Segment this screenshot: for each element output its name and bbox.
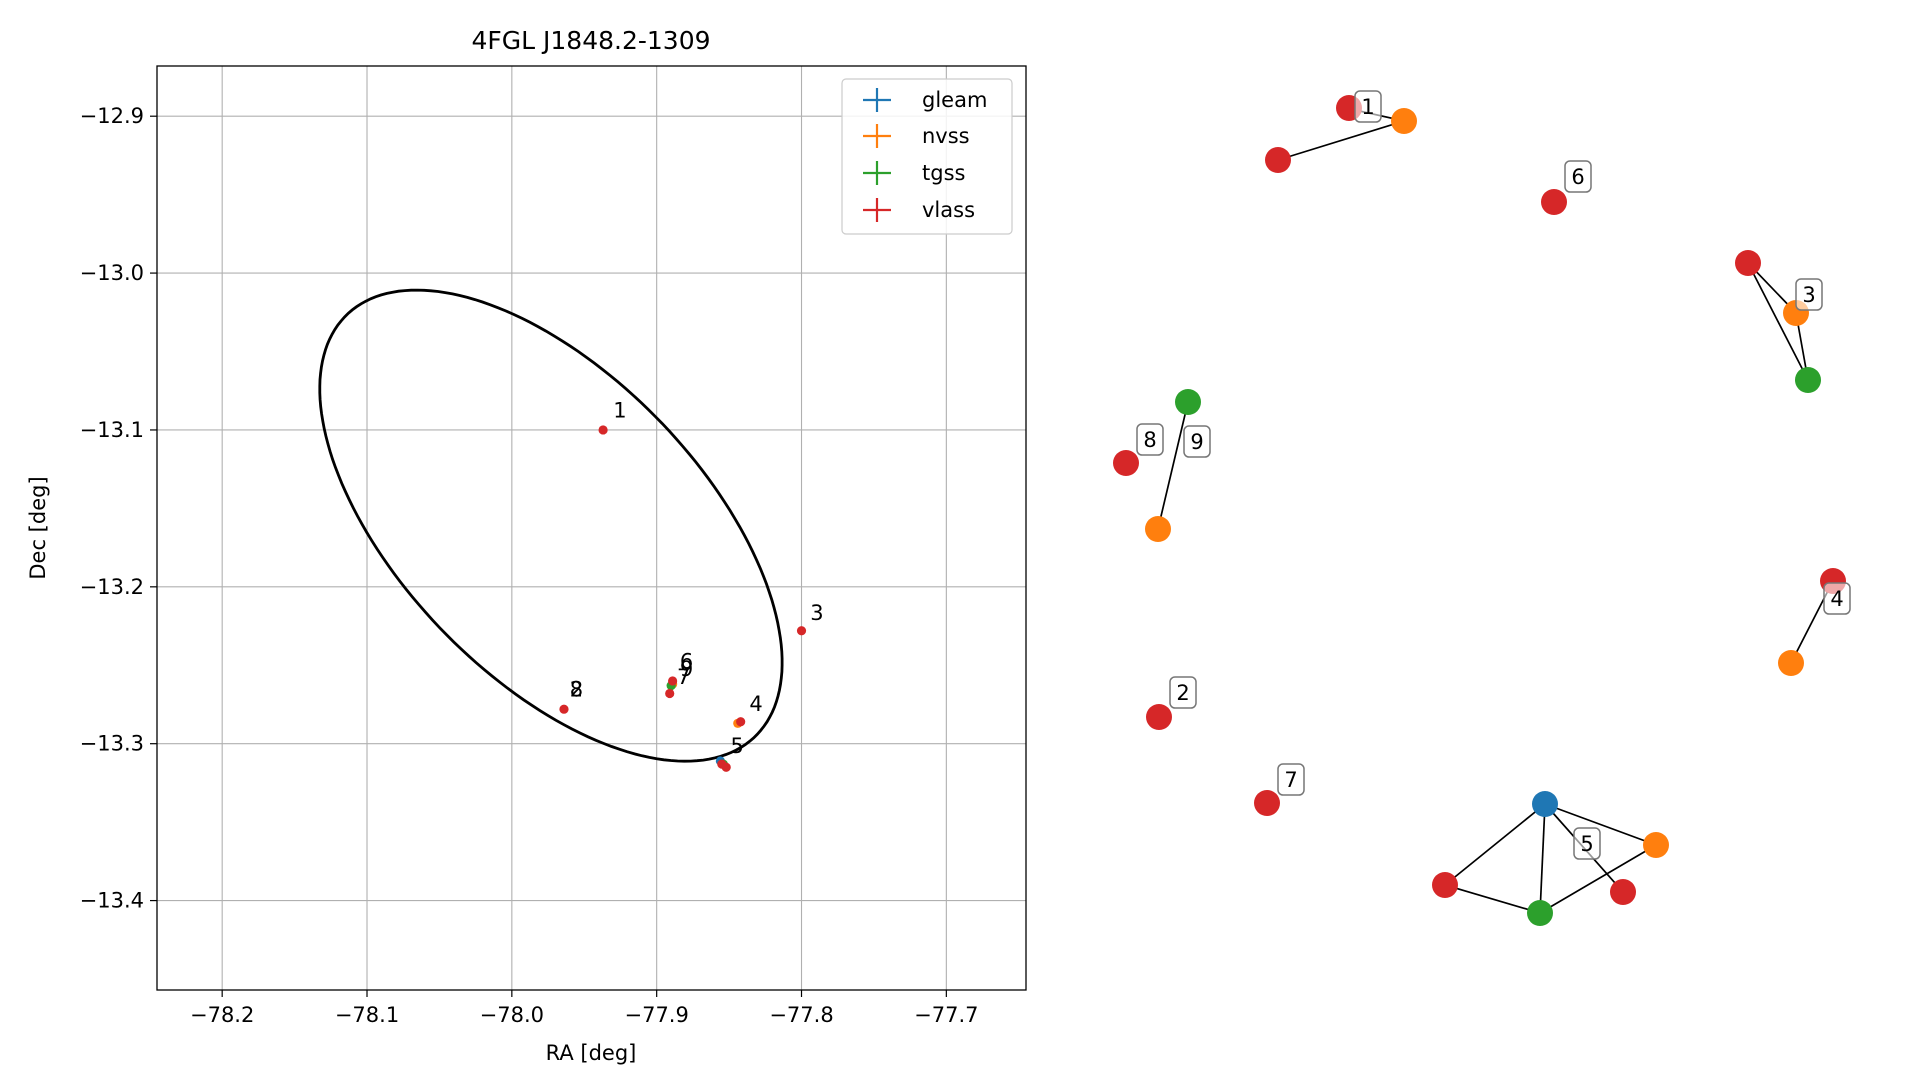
x-tick-label: −78.2	[190, 1003, 254, 1027]
y-tick-label: −13.1	[80, 418, 144, 442]
node-label-text: 7	[1284, 768, 1297, 792]
y-tick-label: −12.9	[80, 104, 144, 128]
x-tick-label: −77.8	[769, 1003, 833, 1027]
edge	[1444, 803, 1546, 886]
y-ticks: −12.9 −13.0 −13.1 −13.2 −13.3 −13.4	[80, 104, 157, 913]
node-label-7: 7	[1277, 763, 1305, 796]
grid	[157, 66, 1026, 990]
y-axis-label: Dec [deg]	[26, 476, 50, 579]
point-vlass	[668, 676, 678, 686]
legend-entry-vlass: vlass	[863, 198, 975, 222]
node-label-text: 1	[1361, 95, 1374, 119]
point-vlass	[796, 626, 807, 636]
legend-label-nvss: nvss	[922, 124, 970, 148]
legend: gleam nvss tgss vlass	[841, 78, 1013, 235]
point-label: 6	[680, 649, 693, 673]
ellipse-layer	[318, 288, 784, 763]
edge	[1539, 844, 1657, 914]
x-tick-label: −77.9	[624, 1003, 688, 1027]
node-nvss	[1391, 108, 1417, 134]
node-label-text: 4	[1830, 587, 1843, 611]
legend-entry-nvss: nvss	[863, 124, 970, 148]
node-vlass	[1432, 872, 1458, 898]
y-tick-label: −13.2	[80, 575, 144, 599]
x-ticks: −78.2 −78.1 −78.0 −77.9 −77.8 −77.7	[190, 990, 979, 1027]
legend-entry-gleam: gleam	[863, 88, 987, 112]
x-tick-label: −77.7	[914, 1003, 978, 1027]
node-gleam	[1532, 791, 1558, 817]
node-label-9: 9	[1183, 425, 1211, 458]
point-vlass	[598, 425, 608, 435]
edge	[1539, 803, 1546, 914]
legend-entry-tgss: tgss	[863, 161, 965, 185]
point-vlass	[665, 688, 675, 699]
y-tick-label: −13.3	[80, 732, 144, 756]
node-nvss	[1778, 650, 1804, 676]
node-tgss	[1175, 389, 1201, 415]
node-label-2: 2	[1169, 676, 1197, 709]
edge	[1747, 262, 1809, 381]
chart-title: 4FGL J1848.2-1309	[471, 26, 710, 55]
point-label: 3	[810, 601, 823, 625]
point-label: 5	[731, 734, 744, 758]
scatter-axes: 1 28 3 45 697 −78.2 −78.1 −78.0 −77.9 −77.8 −77.7…	[26, 26, 1027, 1065]
point-label: 1	[613, 398, 626, 422]
legend-label-gleam: gleam	[922, 88, 987, 112]
x-tick-label: −78.0	[480, 1003, 544, 1027]
node-vlass	[1610, 879, 1636, 905]
node-nvss	[1643, 832, 1669, 858]
node-vlass	[1113, 450, 1139, 476]
node-tgss	[1527, 900, 1553, 926]
point-label: 2	[570, 678, 583, 702]
node-tgss	[1795, 367, 1821, 393]
node-label-1: 1	[1354, 90, 1382, 123]
node-vlass	[1735, 250, 1761, 276]
node-label-4: 4	[1823, 582, 1851, 615]
network-edges	[1157, 107, 1834, 914]
point-vlass	[736, 717, 746, 727]
node-label-text: 8	[1143, 428, 1156, 452]
points-layer	[559, 425, 807, 772]
network-labels: 1 6 3 8 9 4 2	[1136, 90, 1851, 860]
point-label: 8	[570, 678, 583, 702]
point-vlass	[721, 762, 731, 772]
point-label: 9	[680, 657, 693, 681]
edge	[1157, 401, 1189, 530]
network-nodes	[1113, 95, 1846, 926]
node-label-text: 2	[1176, 681, 1189, 705]
node-label-text: 5	[1580, 832, 1593, 856]
node-label-text: 6	[1571, 165, 1584, 189]
node-label-3: 3	[1795, 278, 1823, 311]
node-vlass	[1146, 704, 1172, 730]
edge	[1277, 120, 1405, 161]
node-label-text: 9	[1190, 430, 1203, 454]
annotation-layer: 1 28 3 45 697	[570, 398, 824, 758]
node-vlass	[1265, 147, 1291, 173]
legend-label-tgss: tgss	[922, 161, 965, 185]
edge	[1544, 803, 1657, 846]
point-label: 7	[677, 665, 690, 689]
y-tick-label: −13.4	[80, 889, 144, 913]
node-label-6: 6	[1564, 160, 1592, 193]
node-label-5: 5	[1573, 827, 1601, 860]
node-nvss	[1145, 516, 1171, 542]
error-ellipse	[318, 288, 784, 763]
point-vlass	[559, 704, 569, 714]
legend-box	[841, 78, 1013, 235]
point-label: 4	[749, 692, 762, 716]
node-vlass	[1254, 790, 1280, 816]
x-tick-label: −78.1	[335, 1003, 399, 1027]
node-label-text: 3	[1802, 283, 1815, 307]
edge	[1444, 884, 1541, 914]
axes-frame	[156, 65, 1027, 991]
network-graph: 1 6 3 8 9 4 2	[1113, 90, 1851, 926]
y-tick-label: −13.0	[80, 261, 144, 285]
legend-label-vlass: vlass	[922, 198, 975, 222]
x-axis-label: RA [deg]	[546, 1041, 637, 1065]
node-label-8: 8	[1136, 423, 1164, 456]
node-vlass	[1541, 189, 1567, 215]
